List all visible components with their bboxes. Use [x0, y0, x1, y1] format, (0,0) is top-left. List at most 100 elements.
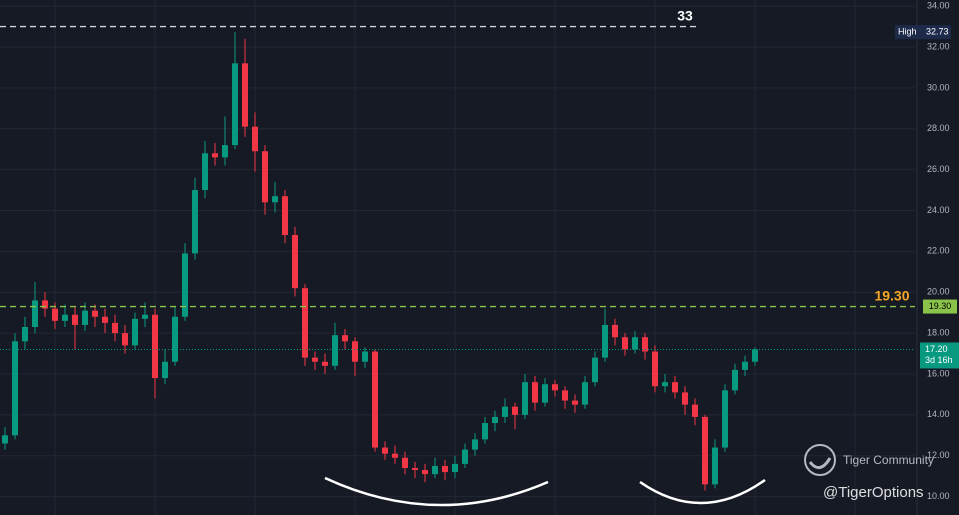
candle-body [752, 349, 758, 362]
candle-body [652, 351, 658, 387]
candle-body [642, 337, 648, 352]
candle-body [182, 253, 188, 317]
candle-body [362, 351, 368, 362]
candle-body [282, 196, 288, 236]
brand: Tiger Community [843, 453, 934, 467]
candle-body [22, 326, 28, 342]
logo [808, 457, 832, 470]
candle-body [122, 333, 128, 346]
candle-body [582, 382, 588, 405]
candle-body [242, 63, 248, 127]
candle-body [232, 63, 238, 146]
grid [0, 0, 918, 515]
last-price-label: 17.20 [925, 344, 948, 354]
candle-body [92, 310, 98, 317]
price-tag [923, 299, 957, 314]
last-price-tag [920, 342, 959, 369]
handle: @TigerOptions [823, 484, 924, 501]
base-arc [324, 476, 549, 507]
y-tick-label: 24.00 [927, 205, 950, 215]
candle-body [482, 423, 488, 440]
candle-body [682, 392, 688, 405]
candle-body [392, 453, 398, 458]
candle-body [372, 351, 378, 448]
candle-body [72, 314, 78, 325]
candle-body [352, 341, 358, 362]
candle-body [322, 361, 328, 366]
candle-body [492, 416, 498, 424]
candle-body [302, 288, 308, 358]
candle-body [262, 151, 268, 203]
candle-body [412, 467, 418, 471]
y-tick-label: 26.00 [927, 164, 950, 174]
candle-body [272, 196, 278, 203]
base-arc [639, 478, 766, 505]
candle-body [522, 382, 528, 415]
countdown: 3d 16h [925, 355, 953, 365]
candle-body [732, 369, 738, 391]
candle-body [82, 310, 88, 325]
candle-body [332, 335, 338, 366]
candle-body [692, 404, 698, 417]
candle-body [532, 382, 538, 403]
y-tick-label: 22.00 [927, 246, 950, 256]
candle-body [622, 337, 628, 350]
y-tick-label: 12.00 [927, 450, 950, 460]
candle-body [342, 335, 348, 342]
candle-body [62, 314, 68, 321]
candle-body [142, 314, 148, 319]
candle-body [552, 384, 558, 391]
candle-body [112, 322, 118, 334]
candle-body [722, 390, 728, 448]
candle-body [222, 145, 228, 158]
candle-body [462, 449, 468, 464]
candle-body [662, 382, 668, 387]
price-tag-label: 19.30 [929, 301, 952, 311]
candle-body [502, 406, 508, 417]
candle-body [42, 300, 48, 309]
candle-body [442, 465, 448, 473]
y-tick-label: 34.00 [927, 1, 950, 11]
candle-body [712, 447, 718, 485]
high-tag-name: High [898, 26, 917, 36]
candle-body [52, 308, 58, 321]
level-label: 19.30 [874, 287, 909, 303]
candle-body [702, 416, 708, 485]
candle-body [12, 341, 18, 436]
candle-body [152, 314, 158, 379]
candle-body [162, 361, 168, 379]
candle-body [742, 361, 748, 370]
candle-body [382, 447, 388, 454]
logo [804, 444, 836, 476]
y-tick-label: 10.00 [927, 491, 950, 501]
candle-body [172, 316, 178, 362]
candle-body [422, 470, 428, 475]
candle-body [512, 406, 518, 415]
candle-body [432, 465, 438, 475]
candle-body [292, 235, 298, 289]
candle-body [102, 316, 108, 323]
candles [2, 32, 758, 491]
candle-body [32, 300, 38, 327]
y-tick-label: 32.00 [927, 41, 950, 51]
candle-body [542, 384, 548, 403]
candle-body [312, 357, 318, 362]
candle-body [602, 324, 608, 358]
watermark: Tiger Community @TigerOptions [804, 444, 934, 501]
candle-body [132, 318, 138, 346]
candle-body [562, 390, 568, 401]
candle-body [592, 357, 598, 383]
y-tick-label: 28.00 [927, 123, 950, 133]
candle-body [252, 126, 258, 152]
y-tick-label: 16.00 [927, 368, 950, 378]
y-tick-label: 18.00 [927, 327, 950, 337]
candle-body [212, 153, 218, 158]
candle-body [672, 382, 678, 393]
y-tick-label: 20.00 [927, 287, 950, 297]
y-tick-label: 30.00 [927, 82, 950, 92]
candle-body [192, 190, 198, 254]
candle-body [632, 337, 638, 350]
y-tick-label: 14.00 [927, 409, 950, 419]
candle-body [452, 463, 458, 473]
